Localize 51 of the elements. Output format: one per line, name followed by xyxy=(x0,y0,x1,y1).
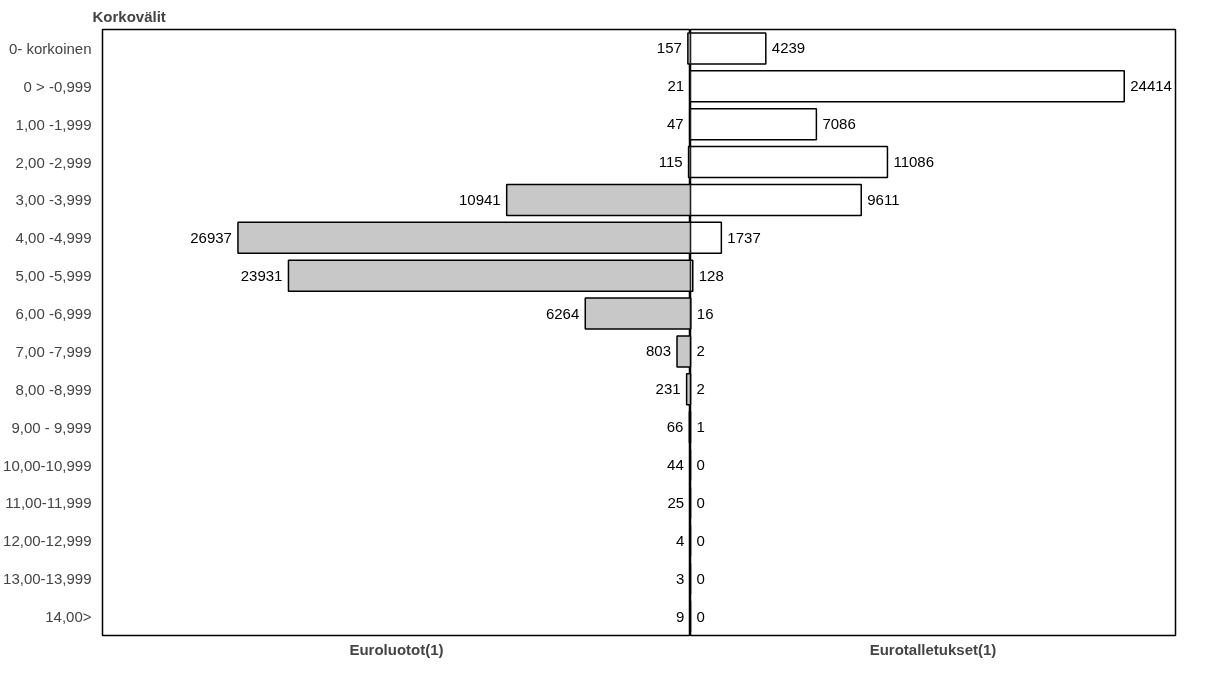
data-label: 10941 xyxy=(458,190,501,208)
chart-title: Korkovälit xyxy=(92,7,166,25)
y-tick-label: 9,00 - 9,999 xyxy=(11,418,92,436)
data-label: 16 xyxy=(696,304,714,322)
data-label: 1737 xyxy=(727,228,761,246)
y-tick-label: 0- korkoinen xyxy=(8,39,92,57)
data-label: 26937 xyxy=(190,228,232,246)
data-label: 1 xyxy=(696,418,705,436)
data-label: 2 xyxy=(696,380,705,398)
y-tick-label: 5,00 -5,999 xyxy=(15,267,92,285)
data-label: 44 xyxy=(667,456,684,474)
data-label: 157 xyxy=(656,39,682,57)
y-tick-label: 14,00> xyxy=(45,608,92,626)
data-label: 9611 xyxy=(867,190,900,208)
data-label: 25 xyxy=(667,493,685,511)
data-label: 115 xyxy=(658,153,683,171)
y-tick-label: 7,00 -7,999 xyxy=(15,342,92,360)
data-label: 231 xyxy=(655,380,681,398)
y-tick-label: 10,00-10,999 xyxy=(3,456,92,474)
y-tick-label: 6,00 -6,999 xyxy=(15,305,92,323)
y-tick-label: 12,00-12,999 xyxy=(3,532,92,550)
data-label: 3 xyxy=(676,569,685,587)
data-label: 11086 xyxy=(893,153,935,171)
data-label: 4 xyxy=(676,531,685,549)
data-label: 2 xyxy=(696,342,705,360)
data-label: 803 xyxy=(645,342,672,360)
x-axis-title: Euroluotot(1) xyxy=(349,640,444,658)
data-label: 0 xyxy=(696,569,705,587)
y-tick-label: 8,00 -8,999 xyxy=(15,380,92,398)
data-label: 0 xyxy=(696,493,705,511)
data-label: 9 xyxy=(676,607,685,625)
x-axis-title: Eurotalletukset(1) xyxy=(869,640,997,658)
y-tick-label: 0 > -0,999 xyxy=(23,77,92,95)
data-label: 7086 xyxy=(822,115,856,133)
y-tick-label: 11,00-11,999 xyxy=(5,494,92,512)
y-tick-label: 3,00 -3,999 xyxy=(15,191,92,209)
data-label: 21 xyxy=(667,77,685,95)
data-label: 4239 xyxy=(771,39,806,57)
data-label: 0 xyxy=(696,456,705,474)
data-label: 6264 xyxy=(545,304,580,322)
data-label: 66 xyxy=(666,418,684,436)
y-tick-label: 2,00 -2,999 xyxy=(15,153,92,171)
data-label: 128 xyxy=(698,266,724,284)
data-label: 0 xyxy=(696,531,705,549)
y-tick-label: 4,00 -4,999 xyxy=(15,229,92,247)
y-tick-label: 1,00 -1,999 xyxy=(15,115,92,133)
data-label: 0 xyxy=(696,607,705,625)
y-tick-label: 13,00-13,999 xyxy=(3,570,92,588)
data-label: 24414 xyxy=(1130,77,1172,95)
data-label: 47 xyxy=(667,115,684,133)
data-label: 23931 xyxy=(240,266,283,284)
